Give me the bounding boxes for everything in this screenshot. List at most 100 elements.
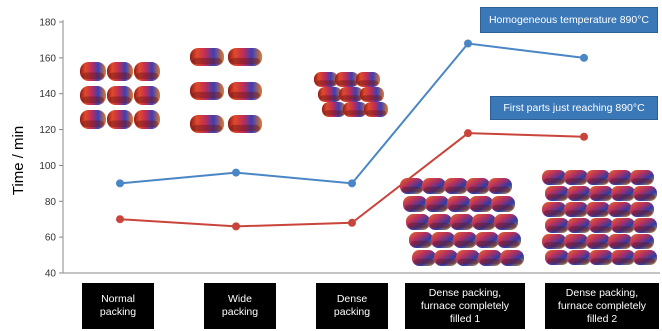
part-body bbox=[630, 202, 654, 217]
part-body bbox=[453, 232, 477, 248]
part-body bbox=[589, 250, 613, 265]
part-shape bbox=[134, 86, 160, 105]
data-point-series0-4 bbox=[580, 53, 588, 62]
part-body bbox=[409, 232, 433, 248]
part-thumbnails bbox=[80, 48, 657, 266]
category-label-text: Dense packing, furnace completely filled… bbox=[557, 286, 647, 325]
data-point-series1-3 bbox=[464, 129, 472, 138]
part-shadow bbox=[547, 194, 567, 200]
part-body bbox=[608, 234, 632, 249]
part-shape bbox=[545, 186, 569, 201]
part-shape bbox=[494, 214, 518, 230]
part-body bbox=[134, 86, 160, 105]
part-shape bbox=[611, 218, 635, 233]
part-shadow bbox=[358, 80, 378, 86]
part-body bbox=[466, 178, 490, 194]
part-body bbox=[314, 72, 338, 87]
part-shadow bbox=[566, 242, 586, 248]
part-shape bbox=[611, 250, 635, 265]
part-body bbox=[456, 250, 480, 266]
y-tick-label: 60 bbox=[45, 233, 57, 244]
part-shadow bbox=[610, 178, 630, 184]
part-shape bbox=[500, 250, 524, 266]
part-body bbox=[318, 87, 342, 102]
part-shadow bbox=[544, 242, 564, 248]
y-tick-label: 120 bbox=[39, 125, 56, 136]
part-shadow bbox=[109, 72, 131, 80]
part-body bbox=[406, 214, 430, 230]
part-shadow bbox=[136, 96, 158, 104]
y-tick-label: 100 bbox=[39, 161, 56, 172]
part-shadow bbox=[613, 258, 633, 264]
part-body bbox=[542, 234, 566, 249]
axes: 40 60 80 100 120 140 160 180 bbox=[39, 18, 660, 280]
part-shadow bbox=[569, 258, 589, 264]
part-body bbox=[491, 196, 515, 212]
part-shadow bbox=[635, 226, 655, 232]
category-label-dense-filled-2: Dense packing, furnace completely filled… bbox=[545, 283, 659, 329]
part-body bbox=[611, 218, 635, 233]
part-shape bbox=[545, 218, 569, 233]
data-point-series0-1 bbox=[232, 168, 240, 177]
part-shadow bbox=[82, 96, 104, 104]
y-tick-label: 140 bbox=[39, 89, 56, 100]
part-shape bbox=[633, 250, 657, 265]
part-shadow bbox=[547, 226, 567, 232]
part-shadow bbox=[408, 222, 428, 229]
part-shadow bbox=[109, 96, 131, 104]
part-shape bbox=[447, 196, 471, 212]
part-body bbox=[228, 115, 262, 133]
part-body bbox=[586, 170, 610, 185]
part-shape bbox=[633, 218, 657, 233]
part-body bbox=[356, 72, 380, 87]
part-body bbox=[434, 250, 458, 266]
part-shape bbox=[314, 72, 338, 87]
part-shape bbox=[360, 87, 384, 102]
callout-text: Homogeneous temperature 890°C bbox=[488, 14, 650, 26]
part-shape bbox=[497, 232, 521, 248]
y-tick-label: 160 bbox=[39, 53, 56, 64]
part-shape bbox=[542, 234, 566, 249]
part-body bbox=[343, 102, 367, 117]
part-shadow bbox=[569, 194, 589, 200]
callout-first-parts: First parts just reaching 890°C bbox=[490, 96, 658, 120]
part-body bbox=[364, 102, 388, 117]
part-shadow bbox=[490, 186, 510, 193]
part-shadow bbox=[82, 120, 104, 128]
part-shape bbox=[422, 178, 446, 194]
part-shape bbox=[633, 186, 657, 201]
category-label-normal-packing: Normal packing bbox=[82, 283, 154, 329]
part-body bbox=[431, 232, 455, 248]
part-shape bbox=[567, 186, 591, 201]
part-body bbox=[608, 202, 632, 217]
part-shape bbox=[564, 170, 588, 185]
part-shape bbox=[190, 115, 224, 133]
part-shape bbox=[611, 186, 635, 201]
part-shadow bbox=[452, 222, 472, 229]
part-shape bbox=[335, 72, 359, 87]
part-body bbox=[134, 62, 160, 81]
part-shadow bbox=[502, 258, 522, 265]
part-shadow bbox=[414, 258, 434, 265]
part-shape bbox=[190, 48, 224, 66]
part-body bbox=[633, 250, 657, 265]
part-shape bbox=[80, 110, 106, 129]
part-shadow bbox=[591, 226, 611, 232]
part-shadow bbox=[588, 242, 608, 248]
part-shadow bbox=[405, 204, 425, 211]
part-shadow bbox=[499, 240, 519, 247]
part-shadow bbox=[632, 210, 652, 216]
part-shape bbox=[478, 250, 502, 266]
category-label-dense-filled-1: Dense packing, furnace completely filled… bbox=[405, 283, 525, 329]
data-point-series1-4 bbox=[580, 132, 588, 141]
part-shadow bbox=[230, 124, 260, 132]
part-body bbox=[611, 186, 635, 201]
part-shadow bbox=[547, 258, 567, 264]
part-shape bbox=[431, 232, 455, 248]
part-shape bbox=[228, 48, 262, 66]
part-shape bbox=[107, 110, 133, 129]
category-label-wide-packing: Wide packing bbox=[204, 283, 276, 329]
part-shape bbox=[425, 196, 449, 212]
part-body bbox=[545, 218, 569, 233]
